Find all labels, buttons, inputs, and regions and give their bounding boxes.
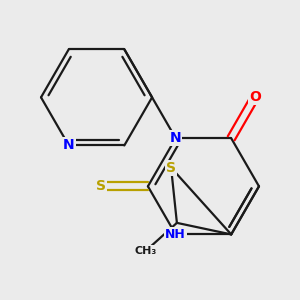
Text: N: N: [170, 131, 182, 145]
Text: NH: NH: [165, 228, 186, 241]
Text: N: N: [63, 138, 75, 152]
Text: S: S: [166, 160, 176, 175]
Text: O: O: [249, 90, 261, 104]
Text: CH₃: CH₃: [135, 246, 157, 256]
Text: S: S: [96, 179, 106, 193]
